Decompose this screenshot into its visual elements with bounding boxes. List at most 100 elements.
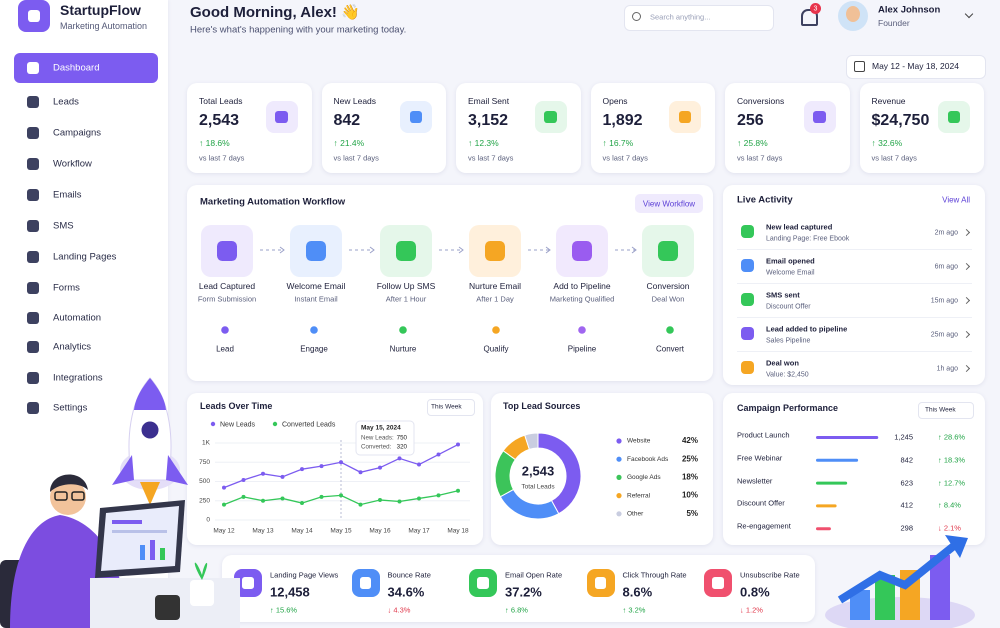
icon-glyph [712, 577, 724, 589]
activity-detail: Discount Offer [766, 303, 811, 311]
date-range[interactable] [846, 55, 986, 79]
metric-label: Bounce Rate [387, 570, 431, 580]
metric-label: Landing Page Views [270, 570, 339, 580]
workflow-step-icon [201, 225, 253, 277]
activity-title: Lead added to pipeline [766, 324, 848, 334]
timeline-stage: Convert [655, 344, 685, 354]
nav-icon [27, 158, 39, 170]
nav-item[interactable]: Landing Pages [53, 251, 117, 263]
activity-time: 2m ago [934, 229, 958, 237]
kpi-value: 256 [737, 112, 764, 129]
search-placeholder: Search anything... [650, 12, 711, 22]
nav-item[interactable]: Emails [53, 189, 82, 201]
workflow-step-name: Add to Pipeline [553, 281, 611, 291]
chart-title: Leads Over Time [200, 401, 273, 411]
kpi-icon [938, 101, 970, 133]
kpi-period: vs last 7 days [333, 153, 379, 163]
chart-filter: This Week [431, 403, 462, 411]
divider [737, 317, 972, 318]
kpi-change: ↑ 12.3% [468, 138, 499, 148]
icon-glyph [594, 577, 607, 589]
campaign-change: ↑ 18.3% [938, 455, 966, 465]
icon-glyph [216, 240, 238, 262]
metric-label: Email Open Rate [505, 570, 563, 580]
view-all[interactable]: View All [942, 195, 970, 205]
nav-item[interactable]: Settings [53, 402, 88, 414]
campaign-change: ↑ 28.6% [938, 432, 966, 442]
nav-icon [27, 402, 39, 414]
workflow-step-name: Nurture Email [469, 281, 521, 291]
campaign-name: Product Launch [737, 430, 790, 440]
divider [737, 249, 972, 250]
nav-icon [27, 62, 39, 74]
metric-value: 8.6% [622, 584, 653, 600]
campaign-filter: This Week [925, 406, 956, 414]
kpi-label: Revenue [871, 96, 906, 106]
nav-item[interactable]: Campaigns [53, 127, 102, 139]
kpi-icon [534, 101, 567, 133]
icon-glyph [395, 240, 417, 262]
nav-icon [27, 341, 39, 353]
activity-icon [741, 327, 754, 340]
nav-icon [27, 127, 39, 139]
workflow-step-name: Conversion [646, 281, 690, 291]
nav-item[interactable]: Workflow [53, 158, 92, 170]
icon-glyph [27, 9, 41, 23]
kpi-label: Opens [602, 96, 628, 106]
nav-item[interactable]: Dashboard [53, 62, 100, 74]
nav-item[interactable]: SMS [53, 220, 74, 232]
workflow-step-icon [290, 225, 342, 277]
filter-box [918, 402, 974, 419]
sources-panel [491, 393, 713, 545]
icon-glyph [544, 110, 557, 124]
metric-value: 12,458 [270, 584, 310, 600]
nav-icon [27, 312, 39, 324]
divider [737, 283, 972, 284]
nav-item[interactable]: Leads [53, 96, 79, 108]
icon-glyph [678, 110, 692, 124]
kpi-period: vs last 7 days [468, 153, 514, 163]
calendar-icon [854, 61, 865, 72]
workflow-step-icon [556, 225, 608, 277]
brand-tagline: Marketing Automation [60, 21, 148, 31]
icon-glyph [947, 110, 961, 124]
icon-glyph [571, 240, 593, 262]
kpi-change: ↑ 32.6% [871, 138, 903, 148]
nav-icon [27, 282, 39, 294]
workflow-step-detail: Form Submission [197, 294, 257, 304]
brand-name: StartupFlow [60, 2, 141, 18]
icon-glyph [484, 240, 506, 262]
metric-value: 37.2% [505, 584, 542, 600]
view-workflow-button[interactable] [635, 194, 703, 213]
activity-icon [741, 293, 754, 306]
activity-icon [741, 225, 754, 238]
activity-detail: Welcome Email [766, 269, 815, 277]
campaign-value: 412 [900, 500, 913, 510]
kpi-label: Total Leads [199, 96, 243, 106]
nav-item[interactable]: Forms [53, 282, 80, 294]
kpi-value: $24,750 [871, 112, 930, 129]
workflow-step-icon [469, 225, 521, 277]
workflow-step-icon [642, 225, 694, 277]
timeline-stage: Nurture [389, 344, 417, 354]
nav-item[interactable]: Automation [53, 312, 102, 324]
nav-item[interactable]: Integrations [53, 372, 103, 384]
kpi-label: Conversions [737, 96, 785, 106]
icon-glyph [305, 240, 327, 262]
icon-glyph [813, 110, 826, 124]
campaign-name: Re-engagement [737, 521, 791, 531]
icon-glyph [409, 110, 423, 124]
workflow-step-detail: After 1 Day [476, 294, 514, 304]
date-range-text: May 12 - May 18, 2024 [872, 61, 959, 71]
nav-item[interactable]: Analytics [53, 341, 92, 353]
icon-glyph [657, 240, 679, 262]
badge [810, 3, 821, 14]
campaign-value: 298 [900, 523, 913, 533]
search-box[interactable] [624, 5, 774, 31]
icon-glyph [359, 577, 372, 589]
logo [18, 0, 50, 32]
activity-title: New lead captured [766, 222, 833, 232]
bell[interactable] [801, 9, 818, 26]
kpi-icon [669, 101, 701, 133]
filter-box [427, 399, 475, 416]
